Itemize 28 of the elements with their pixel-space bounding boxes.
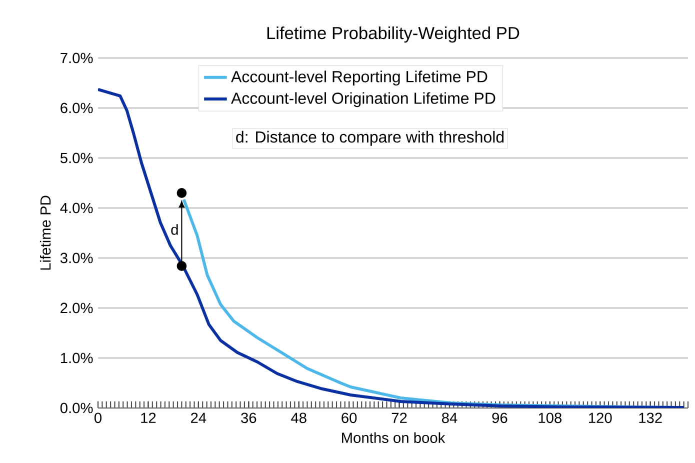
x-tick-label: 0 — [94, 412, 102, 424]
x-tick-label: 12 — [141, 412, 156, 423]
x-tick-label: 48 — [291, 412, 306, 424]
y-tick-label: 0.0% — [60, 402, 93, 414]
x-tick-label: 36 — [241, 412, 256, 424]
y-tick-label: 2.0% — [60, 302, 93, 314]
y-tick-label: 3.0% — [60, 252, 93, 264]
chart-title: Lifetime Probability-Weighted PD — [267, 26, 520, 43]
legend-label: Account-level Origination Lifetime PD — [231, 92, 496, 108]
y-tick-label: 6.0% — [60, 102, 93, 114]
legend-label: Account-level Reporting Lifetime PD — [231, 70, 488, 86]
annotation: d — [171, 224, 178, 235]
y-tick-label: 5.0% — [60, 152, 93, 164]
x-tick-label: 120 — [589, 412, 612, 424]
x-tick-label: 24 — [191, 412, 206, 423]
x-tick-label: 108 — [538, 412, 562, 424]
line-series — [98, 88, 686, 408]
y-tick-label: 1.0% — [60, 352, 93, 364]
y-tick-label: 4.0% — [60, 202, 93, 214]
y-axis-title: Lifetime PD — [40, 196, 51, 270]
x-tick-label: 60 — [342, 412, 357, 424]
x-tick-label: 96 — [492, 412, 508, 424]
x-tick-label: 132 — [639, 412, 662, 424]
y-tick-label: 7.0% — [60, 52, 93, 64]
x-tick-label: 84 — [442, 412, 458, 424]
annotation: d: Distance to compare with threshold — [236, 130, 504, 146]
x-axis-title: Months on book — [342, 432, 446, 444]
x-tick-label: 72 — [392, 412, 407, 423]
